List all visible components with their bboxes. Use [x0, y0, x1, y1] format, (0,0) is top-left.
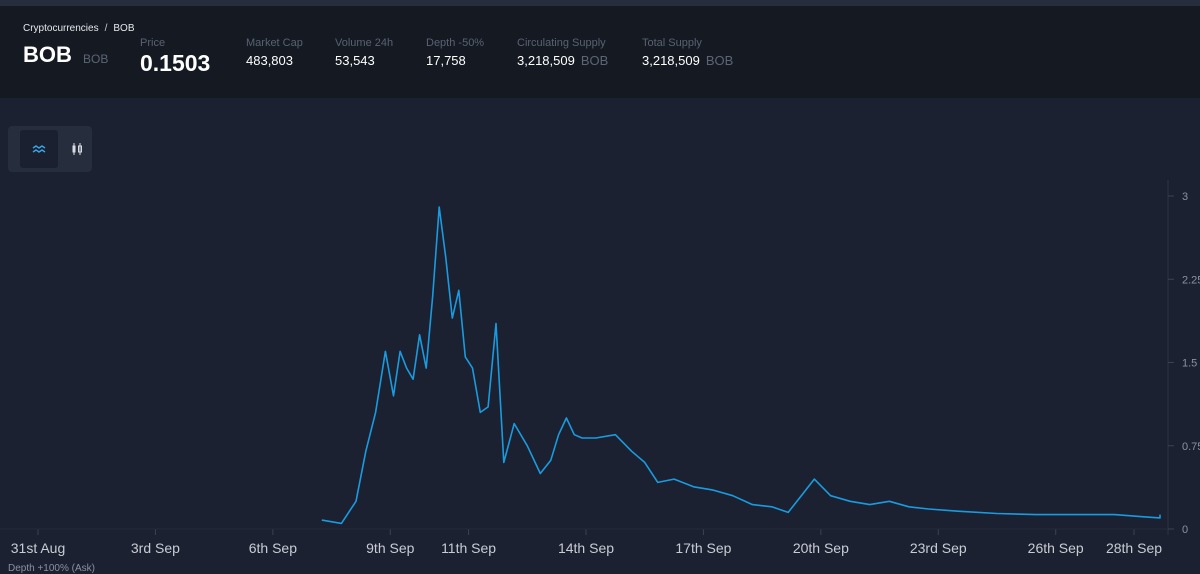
- price-chart[interactable]: 0 0.75 1.5 2.25 3 31st Aug 3rd Sep 6th Sep 9th …: [0, 180, 1200, 563]
- candlestick-icon: [72, 143, 82, 155]
- stat-total-supply-label: Total Supply: [642, 37, 702, 49]
- chart-type-toggle: [8, 126, 92, 172]
- y-tick-label: 3: [1182, 191, 1188, 203]
- x-tick-label: 17th Sep: [675, 540, 731, 556]
- line-chart-button[interactable]: [20, 130, 58, 168]
- stat-market-cap: Market Cap 483,803: [246, 37, 303, 68]
- breadcrumb-current: BOB: [113, 23, 135, 34]
- x-tick-label: 9th Sep: [366, 540, 414, 556]
- price-line-series: [321, 206, 1161, 525]
- y-tick-label: 1.5: [1182, 358, 1197, 370]
- stat-circulating-supply-number: 3,218,509: [517, 53, 575, 68]
- x-tick-label: 23rd Sep: [910, 540, 967, 556]
- y-tick-label: 0: [1182, 524, 1188, 536]
- stat-total-supply: Total Supply 3,218,509 BOB: [642, 37, 733, 68]
- breadcrumb: Cryptocurrencies / BOB: [23, 23, 135, 34]
- candlestick-chart-button[interactable]: [58, 130, 96, 168]
- stat-circulating-supply-label: Circulating Supply: [517, 37, 606, 49]
- stat-market-cap-label: Market Cap: [246, 37, 303, 49]
- stat-circulating-supply: Circulating Supply 3,218,509 BOB: [517, 37, 608, 68]
- asset-symbol-sub: BOB: [83, 52, 109, 66]
- stat-total-supply-value: 3,218,509 BOB: [642, 53, 733, 68]
- stat-price: Price 0.1503: [140, 37, 210, 77]
- stat-depth: Depth -50% 17,758: [426, 37, 484, 68]
- stat-market-cap-value: 483,803: [246, 53, 293, 68]
- depth-footer-note: Depth +100% (Ask): [8, 563, 95, 574]
- y-tick-label: 0.75: [1182, 441, 1200, 453]
- x-tick-label: 31st Aug: [11, 540, 66, 556]
- y-axis: 0 0.75 1.5 2.25 3: [1167, 180, 1200, 536]
- breadcrumb-separator: /: [104, 23, 108, 34]
- stat-volume-value: 53,543: [335, 53, 375, 68]
- stat-total-supply-unit: BOB: [705, 53, 734, 68]
- asset-symbol: BOB: [23, 42, 72, 67]
- stat-total-supply-number: 3,218,509: [642, 53, 700, 68]
- stat-price-label: Price: [140, 37, 166, 49]
- x-tick-label: 26th Sep: [1028, 540, 1084, 556]
- top-strip: [0, 0, 1200, 6]
- x-tick-label: 6th Sep: [249, 540, 297, 556]
- breadcrumb-link-cryptocurrencies[interactable]: Cryptocurrencies: [23, 23, 99, 34]
- stat-circulating-supply-value: 3,218,509 BOB: [517, 53, 608, 68]
- header: Cryptocurrencies / BOB BOB BOB Price 0.1…: [0, 6, 1200, 98]
- x-tick-label: 20th Sep: [793, 540, 849, 556]
- y-tick-label: 2.25: [1182, 274, 1200, 286]
- line-chart-icon: [32, 145, 46, 153]
- stat-volume-label: Volume 24h: [335, 37, 394, 49]
- x-tick-label: 3rd Sep: [131, 540, 180, 556]
- stat-volume: Volume 24h 53,543: [335, 37, 393, 68]
- x-tick-label: 28th Sep: [1106, 540, 1162, 556]
- stat-depth-label: Depth -50%: [426, 37, 485, 49]
- stat-price-value: 0.1503: [140, 50, 211, 76]
- stat-depth-value: 17,758: [426, 53, 466, 68]
- x-tick-label: 14th Sep: [558, 540, 614, 556]
- stat-circulating-supply-unit: BOB: [580, 53, 609, 68]
- x-tick-label: 11th Sep: [441, 540, 496, 556]
- x-axis: 31st Aug 3rd Sep 6th Sep 9th Sep 11th Sep 14t…: [0, 528, 1168, 556]
